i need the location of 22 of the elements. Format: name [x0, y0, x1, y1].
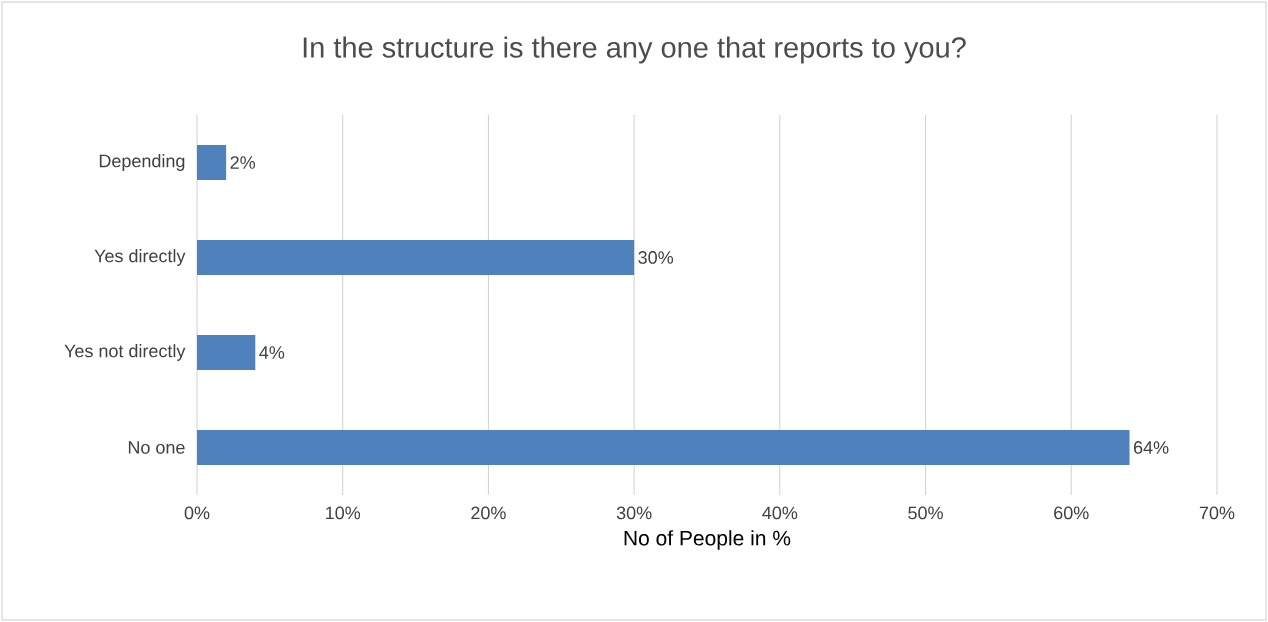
x-tick-label: 50% [908, 506, 943, 520]
data-label: 2% [230, 156, 256, 169]
x-tick-label: 10% [326, 506, 361, 520]
x-tick-label: 20% [471, 506, 506, 520]
bar [197, 335, 256, 371]
data-label: 4% [259, 346, 285, 359]
y-tick-label: Yes not directly [64, 344, 186, 361]
bar [197, 430, 1130, 465]
x-tick-label: 30% [616, 506, 652, 520]
x-tick-label: 40% [762, 506, 798, 520]
x-tick-label: 70% [1199, 506, 1235, 520]
y-tick-label: No one [128, 441, 185, 454]
x-tick-label: 0% [184, 506, 210, 520]
x-axis-title: No of People in % [624, 530, 791, 550]
bar [197, 240, 635, 275]
data-label: 30% [638, 251, 674, 264]
chart-title: In the structure is there any one that reports to you? [303, 36, 966, 64]
x-tick-label: 60% [1054, 506, 1089, 520]
y-tick-label: Depending [99, 154, 185, 171]
bar [197, 145, 227, 180]
data-label: 64% [1133, 441, 1169, 454]
y-tick-label: Yes directly [94, 249, 186, 266]
